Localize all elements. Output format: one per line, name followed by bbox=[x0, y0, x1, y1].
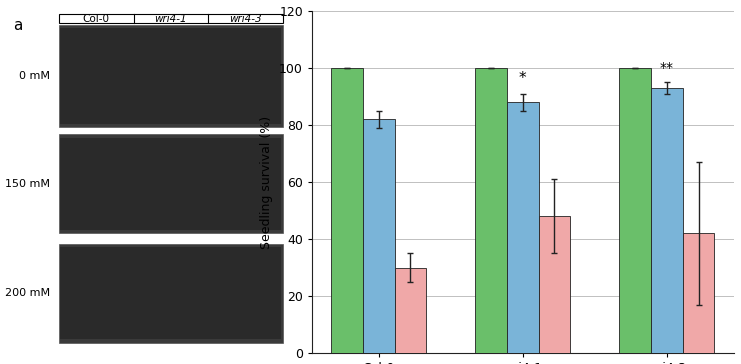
Bar bbox=[619, 68, 651, 353]
Text: 150 mM: 150 mM bbox=[5, 179, 50, 189]
Text: wri4-1: wri4-1 bbox=[155, 13, 187, 24]
Bar bbox=[61, 28, 282, 124]
Bar bbox=[59, 14, 283, 23]
Text: wri4-3: wri4-3 bbox=[229, 13, 262, 24]
Bar bbox=[539, 216, 571, 353]
Bar bbox=[61, 138, 282, 230]
Text: a: a bbox=[13, 18, 22, 33]
Text: 200 mM: 200 mM bbox=[5, 288, 50, 298]
Bar bbox=[59, 244, 283, 343]
Bar bbox=[331, 68, 363, 353]
Bar bbox=[475, 68, 507, 353]
Text: Col-0: Col-0 bbox=[83, 13, 110, 24]
Text: *: * bbox=[519, 71, 527, 87]
Bar bbox=[59, 25, 283, 127]
Bar bbox=[651, 88, 682, 353]
Bar bbox=[61, 247, 282, 339]
Bar bbox=[363, 119, 394, 353]
Bar bbox=[59, 134, 283, 233]
Bar bbox=[507, 102, 539, 353]
Text: **: ** bbox=[660, 61, 674, 75]
Bar bbox=[682, 233, 714, 353]
Text: 0 mM: 0 mM bbox=[19, 71, 50, 81]
Text: b: b bbox=[262, 0, 271, 2]
Bar bbox=[394, 268, 426, 353]
Y-axis label: Seedling survival (%): Seedling survival (%) bbox=[261, 115, 273, 249]
